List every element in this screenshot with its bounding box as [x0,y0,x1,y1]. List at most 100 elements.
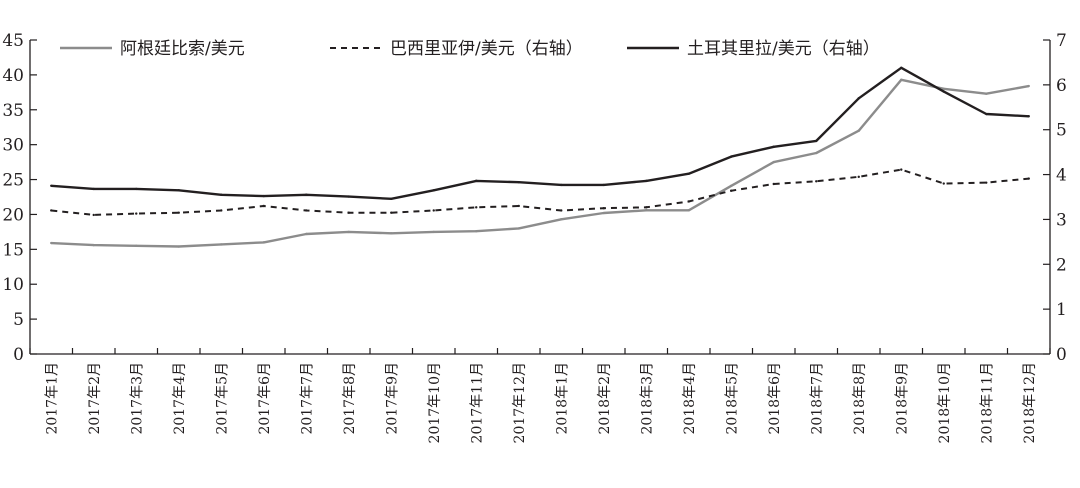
x-tick-label: 2017年7月 [299,362,315,435]
right-tick-label: 7 [1056,31,1067,51]
series-0-point [347,230,350,234]
series-2-point [857,97,860,100]
series-2-point [262,194,265,198]
series-2-point [305,193,308,196]
series-0-point [815,151,818,155]
x-axis-ticks: 2017年1月 2017年2月 2017年3月 2017年4月 2017年5月 2017年… [29,348,1051,443]
series-1-point [772,182,775,186]
left-tick-label: 0 [13,345,24,365]
x-tick-label: 2018年3月 [639,362,655,435]
series-1-point [390,211,393,214]
left-tick-label: 5 [13,310,24,330]
series-2-point [772,145,775,148]
left-tick-label: 35 [2,101,24,121]
plot-frame [29,40,1051,355]
series-2-point [645,179,648,183]
series-2-point [942,90,945,93]
x-tick-label: 2017年9月 [384,362,400,435]
x-tick-label: 2018年6月 [767,362,783,435]
x-tick-label: 2018年11月 [979,362,995,443]
right-tick-label: 1 [1056,300,1067,320]
series-2-point [560,183,563,187]
series-1-point [602,207,605,210]
series-1-point [262,204,265,208]
series-1-point [92,213,95,217]
series-1-point [432,209,435,212]
series-2-point [517,180,520,184]
series-1-point [177,211,180,214]
series-1-point [1027,177,1030,180]
x-tick-label: 2017年8月 [342,362,358,435]
series-0-point [985,92,988,95]
x-tick-label: 2018年4月 [682,362,698,435]
x-tick-label: 2018年12月 [1022,362,1038,443]
legend: 阿根廷比索/美元 巴西里亚伊/美元（右轴） 土耳其里拉/美元（右轴） [60,39,880,59]
x-tick-label: 2018年5月 [724,362,740,435]
series-2-point [390,197,393,200]
x-tick-label: 2018年1月 [554,362,570,435]
series-0-point [177,245,180,248]
series-2-point [220,193,223,196]
series-1-point [220,209,223,212]
series-1-point [517,204,520,208]
series-0-point [687,209,690,212]
series-1-point [645,206,648,209]
series-0-point [772,160,775,164]
x-tick-label: 2017年3月 [129,362,145,435]
series-2-point [900,66,903,70]
series-line-1 [51,168,1029,216]
series-0-point [857,129,860,132]
left-tick-label: 20 [2,205,24,225]
series-0-point [1027,84,1030,88]
series-2-point [730,155,733,158]
legend-label: 土耳其里拉/美元（右轴） [687,39,880,59]
series-0-point [50,241,53,245]
series-2-point [432,189,435,192]
series-0-point [475,229,478,233]
series-2-point [92,187,95,191]
series-1-point [900,168,903,171]
series-1-point [50,209,53,212]
left-y-ticks: 0 5 10 15 20 25 30 35 40 45 [2,31,37,365]
series-2-point [687,172,690,175]
x-tick-label: 2017年1月 [44,362,60,435]
series-2-point [475,179,478,183]
series-1-point [687,200,690,203]
right-tick-label: 5 [1056,121,1067,141]
series-0-point [645,209,648,212]
series-1-point [135,212,138,215]
series-0-point [135,244,138,248]
x-tick-label: 2018年8月 [852,362,868,435]
series-1-point [942,182,945,185]
right-tick-label: 4 [1056,166,1067,186]
series-1-point [857,175,860,179]
right-tick-label: 3 [1056,210,1067,230]
series-2-point [602,183,605,187]
right-tick-label: 6 [1056,76,1067,96]
right-tick-label: 0 [1056,345,1067,365]
series-1-point [815,180,818,183]
x-tick-label: 2017年11月 [469,362,485,443]
series-0-point [942,87,945,91]
left-tick-label: 40 [2,66,24,86]
series-2-point [177,189,180,192]
series-2-point [1027,115,1030,118]
series-2-point [50,184,53,187]
x-tick-label: 2018年9月 [894,362,910,435]
series-1-point [347,211,350,214]
series-line-0 [51,78,1030,248]
series-line-2 [51,66,1029,201]
left-tick-label: 30 [2,136,24,156]
series-1-point [730,189,733,192]
x-tick-label: 2017年6月 [257,362,273,435]
series-0-point [262,241,265,244]
series-1-point [305,209,308,212]
series-0-point [432,230,435,234]
x-tick-label: 2017年12月 [512,362,528,443]
series-2-point [347,195,350,198]
series-1-point [560,209,563,212]
left-tick-label: 10 [2,275,24,295]
x-tick-label: 2018年7月 [809,362,825,435]
left-tick-label: 45 [2,31,24,51]
